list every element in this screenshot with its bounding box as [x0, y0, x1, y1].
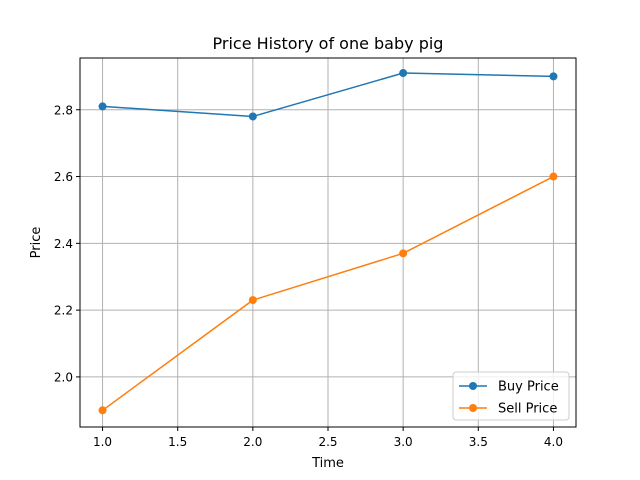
buy-price-point [399, 69, 408, 78]
x-tick-label: 2.0 [243, 435, 262, 449]
x-axis-label: Time [311, 456, 344, 471]
ticks: 1.0 1.5 2.0 2.5 3.0 3.5 4.0 2.0 2.2 2.4 2.6 2.8 [54, 103, 563, 449]
sell-price-line [102, 175, 554, 411]
y-axis-label: Price [29, 227, 44, 259]
x-tick-label: 3.5 [469, 435, 488, 449]
buy-price-line [102, 72, 554, 118]
y-tick-label: 2.2 [54, 304, 73, 318]
sell-price-point [248, 296, 257, 305]
x-tick-label: 1.0 [93, 435, 112, 449]
legend: Buy Price Sell Price [452, 371, 570, 421]
series-layer [98, 69, 558, 415]
x-tick-label: 1.5 [168, 435, 187, 449]
x-tick-label: 4.0 [544, 435, 563, 449]
chart-title: Price History of one baby pig [213, 34, 444, 53]
sell-price-point [399, 249, 408, 258]
y-tick-label: 2.6 [54, 170, 73, 184]
x-tick-label: 2.5 [318, 435, 337, 449]
y-tick-label: 2.4 [54, 237, 73, 251]
legend-sell-price-label: Sell Price [498, 402, 557, 417]
buy-price-point [98, 102, 107, 111]
legend-sell-price-marker [469, 404, 477, 412]
legend-buy-price-label: Buy Price [498, 380, 559, 395]
sell-price-point [98, 406, 107, 415]
sell-price-point [549, 172, 558, 181]
y-tick-label: 2.0 [54, 370, 73, 384]
legend-buy-price-marker [469, 382, 477, 390]
x-tick-label: 3.0 [394, 435, 413, 449]
y-tick-label: 2.8 [54, 103, 73, 117]
buy-price-point [248, 112, 257, 121]
buy-price-point [549, 72, 558, 81]
